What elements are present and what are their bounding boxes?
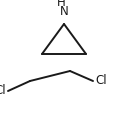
Text: Cl: Cl <box>0 84 6 97</box>
Text: H: H <box>57 0 65 9</box>
Text: Cl: Cl <box>95 74 107 87</box>
Text: N: N <box>60 5 68 18</box>
